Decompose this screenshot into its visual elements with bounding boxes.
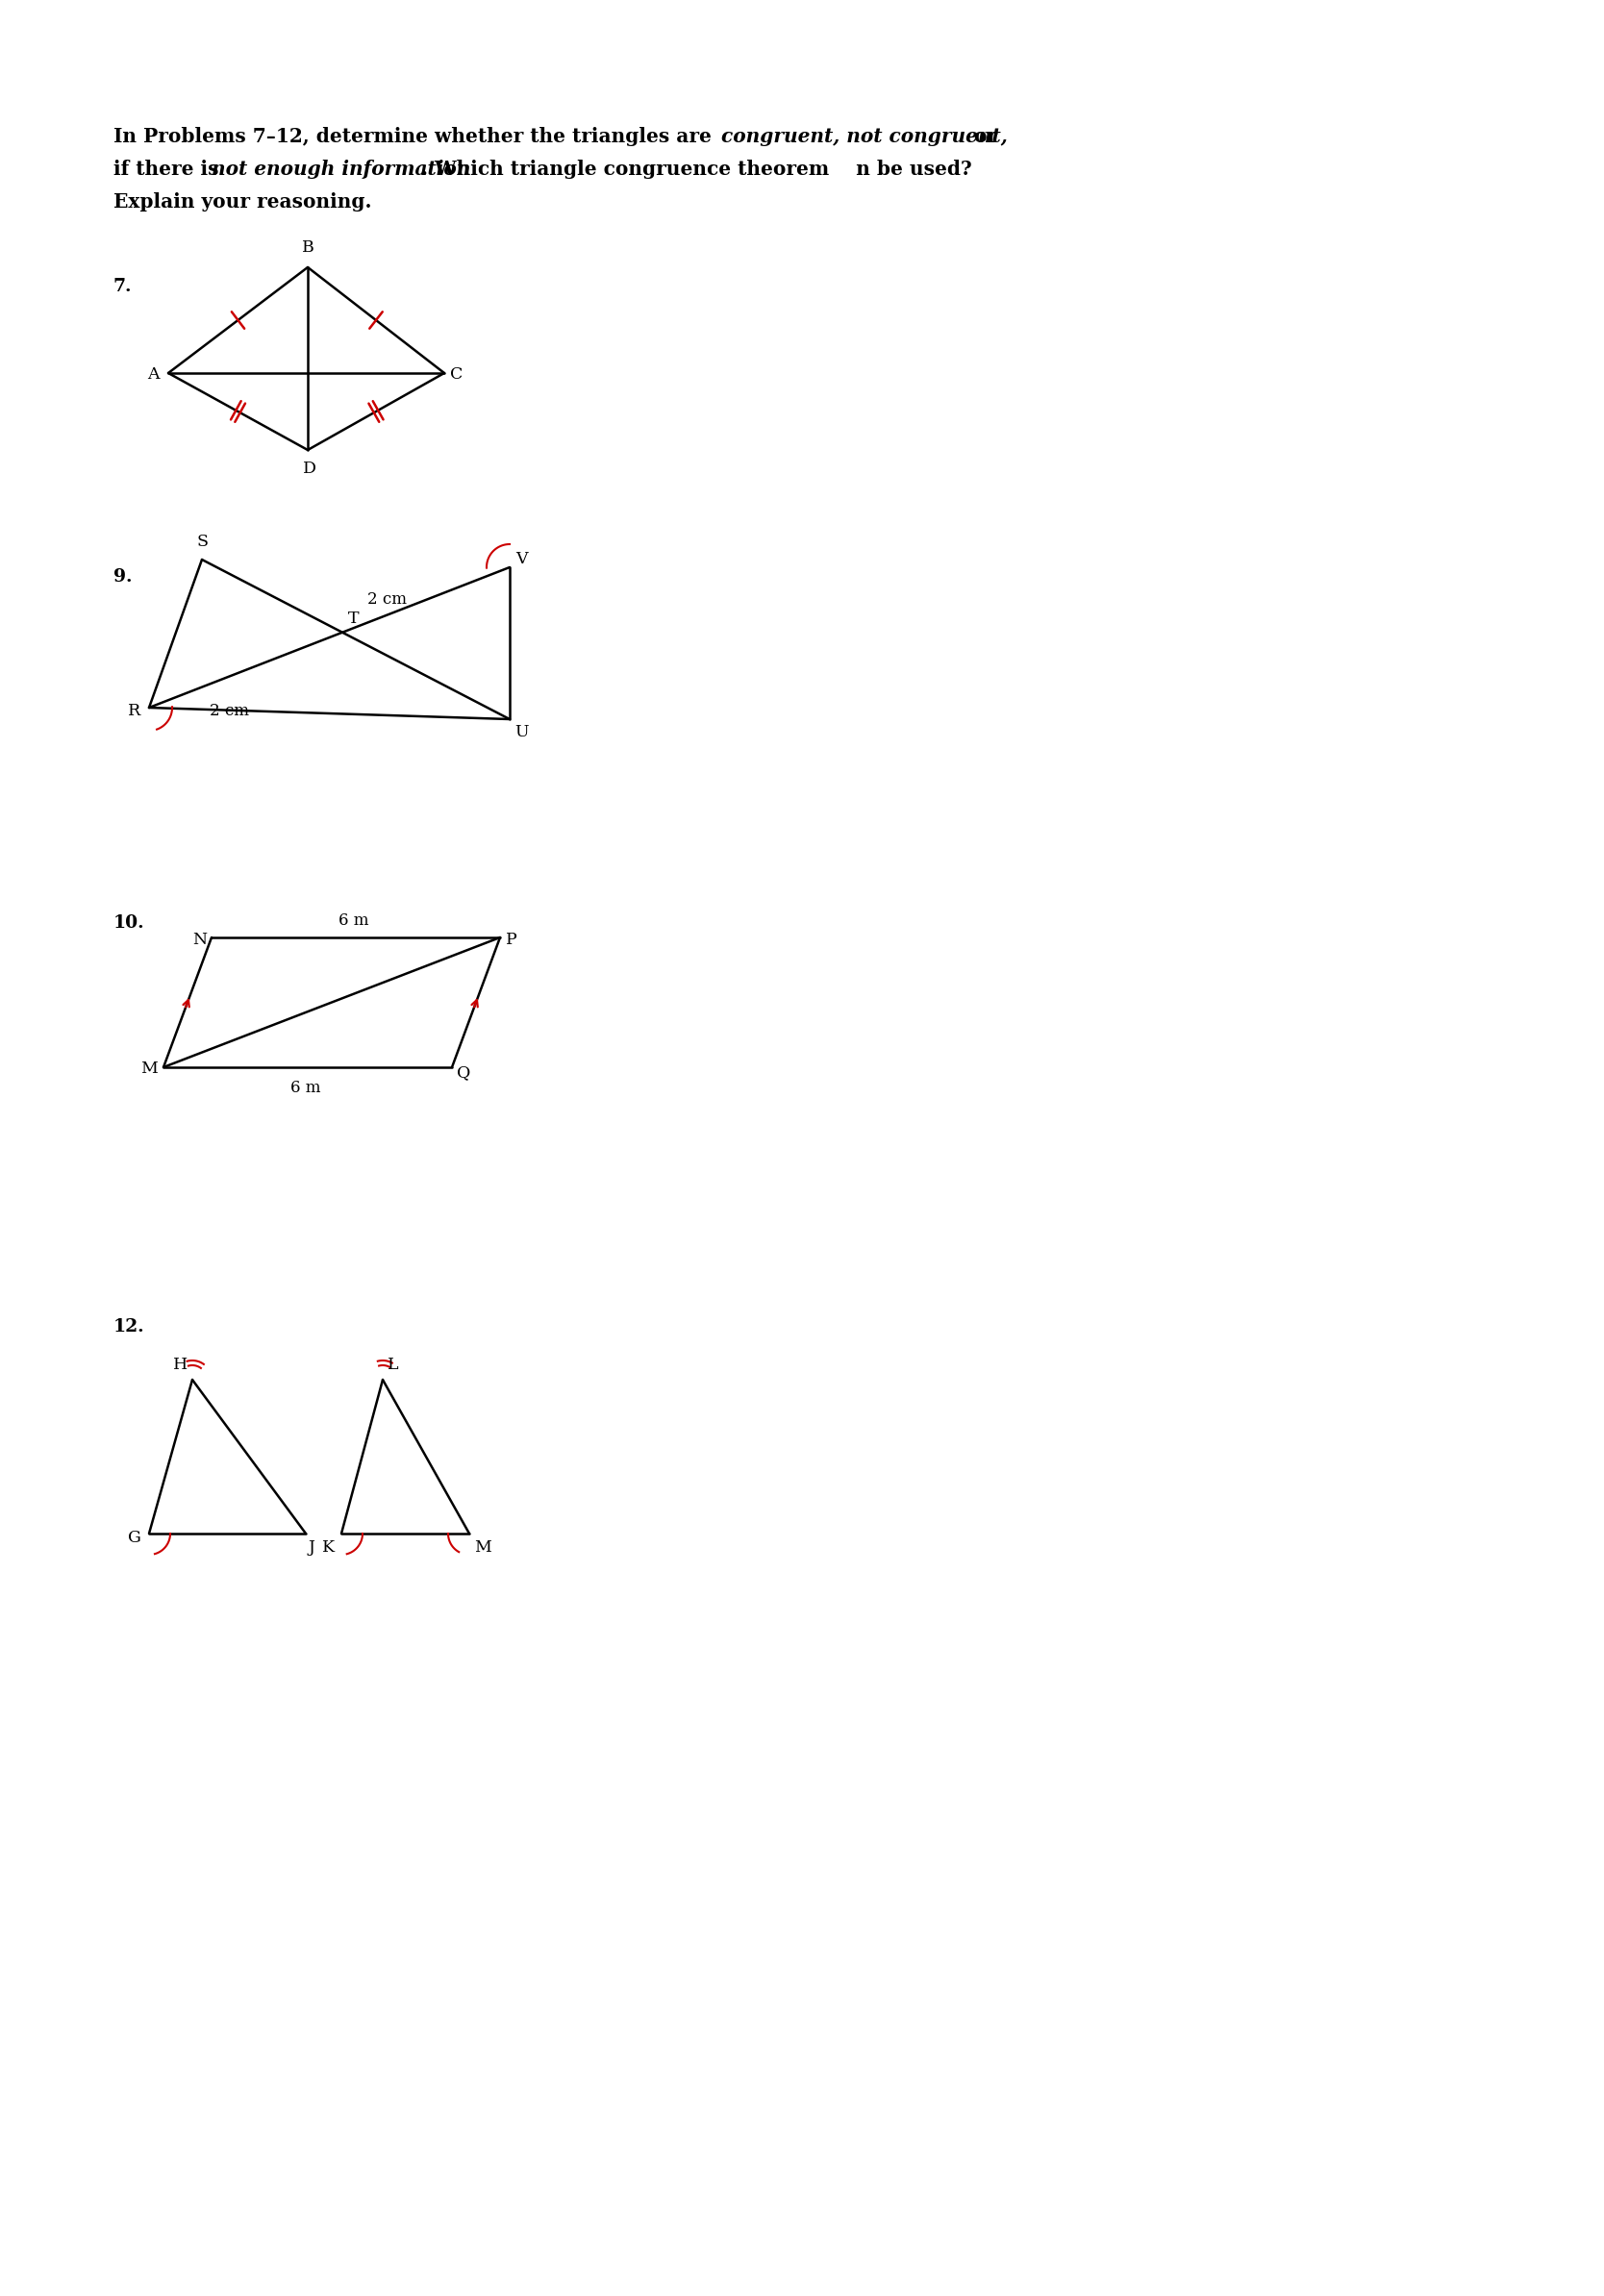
Text: V: V xyxy=(515,551,528,567)
Text: 2 cm: 2 cm xyxy=(210,703,249,719)
Text: M: M xyxy=(141,1061,157,1077)
Text: R: R xyxy=(128,703,141,719)
Text: or: or xyxy=(967,126,998,147)
Text: Explain your reasoning.: Explain your reasoning. xyxy=(114,193,372,211)
Text: M: M xyxy=(475,1538,491,1554)
Text: G: G xyxy=(128,1529,141,1548)
Text: K: K xyxy=(322,1538,335,1554)
Text: Q: Q xyxy=(457,1065,470,1081)
Text: 12.: 12. xyxy=(114,1318,144,1336)
Text: H: H xyxy=(173,1357,188,1373)
Text: A: A xyxy=(148,367,159,383)
Text: 6 m: 6 m xyxy=(338,912,369,928)
Text: 7.: 7. xyxy=(114,278,132,296)
Text: L: L xyxy=(388,1357,399,1373)
Text: J: J xyxy=(308,1538,316,1554)
Text: 6 m: 6 m xyxy=(290,1079,321,1097)
Text: N: N xyxy=(192,932,207,948)
Text: C: C xyxy=(451,367,464,383)
Text: B: B xyxy=(302,239,314,257)
Text: 2 cm: 2 cm xyxy=(367,592,407,608)
Text: congruent, not congruent,: congruent, not congruent, xyxy=(722,126,1007,147)
Text: P: P xyxy=(505,932,516,948)
Text: In Problems 7–12, determine whether the triangles are: In Problems 7–12, determine whether the … xyxy=(114,126,719,147)
Text: S: S xyxy=(197,535,209,551)
Text: D: D xyxy=(303,461,316,478)
Text: . Which triangle congruence theorem    n be used?: . Which triangle congruence theorem n be… xyxy=(422,161,972,179)
Text: not enough information: not enough information xyxy=(212,161,470,179)
Text: if there is: if there is xyxy=(114,161,226,179)
Text: T: T xyxy=(348,611,359,627)
Text: 9.: 9. xyxy=(114,567,132,585)
Text: 10.: 10. xyxy=(114,914,144,932)
Text: U: U xyxy=(515,726,528,742)
